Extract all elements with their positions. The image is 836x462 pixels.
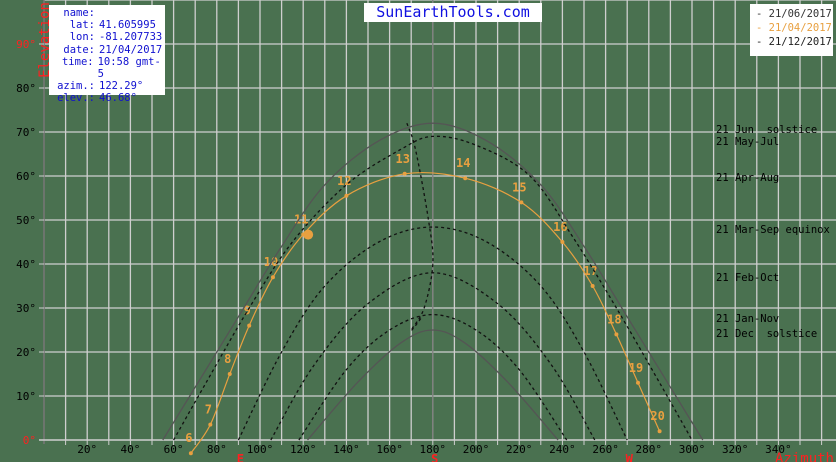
x-tick-label: 120° (290, 443, 317, 456)
info-key: date: (63, 43, 95, 56)
x-tick-label: 60° (164, 443, 184, 456)
curve-label: 21 Feb-Oct (716, 272, 780, 284)
curve-21-mar-sep-equinox (237, 226, 628, 441)
x-tick-label: 80° (207, 443, 227, 456)
curve-21-may-jul (173, 135, 693, 441)
info-key: azim.: (57, 80, 95, 93)
hour-label: 12 (337, 174, 351, 188)
hour-label: 7 (205, 403, 212, 417)
curve-21-04-2017 (190, 171, 661, 454)
hour-label: 19 (629, 361, 643, 375)
hour-label: 16 (553, 220, 567, 234)
x-tick-label: 20° (77, 443, 97, 456)
y-tick-label: 10° (16, 390, 36, 403)
info-key: elev.: (57, 92, 95, 105)
x-tick-label: 320° (722, 443, 749, 456)
compass-W: W (626, 452, 634, 462)
grid-lines (44, 0, 836, 440)
hour-label: 8 (224, 352, 231, 366)
x-tick-label: 300° (679, 443, 706, 456)
compass-E: E (237, 452, 244, 462)
x-tick-label: 200° (463, 443, 490, 456)
info-row: date: 21/04/2017 (49, 44, 165, 56)
hour-label: 17 (583, 264, 597, 278)
info-value: 41.605995 (99, 19, 156, 32)
info-value: 10:58 gmt-5 (97, 55, 161, 81)
info-row: lat: 41.605995 (49, 19, 165, 31)
curve-label: 21 Jun solstice (716, 124, 818, 136)
hour-label: 15 (512, 180, 526, 194)
y-tick-label: 50° (16, 214, 36, 227)
legend: - 21/06/2017 - 21/04/2017 - 21/12/2017 (750, 4, 833, 56)
hour-label: 11 (294, 213, 308, 227)
hour-label: 18 (607, 312, 621, 326)
x-tick-label: 340° (765, 443, 792, 456)
info-value: 21/04/2017 (99, 43, 163, 56)
x-tick-label: 280° (636, 443, 663, 456)
info-key: lon: (69, 31, 95, 44)
y-tick-label: 20° (16, 346, 36, 359)
y-tick-label: 90° (16, 38, 36, 51)
hour-label: 9 (244, 304, 251, 318)
curve-label: 21 Jan-Nov (716, 313, 780, 325)
info-value: 46.68° (99, 92, 137, 105)
x-axis-title: Azimuth (775, 451, 834, 462)
info-key: time: (61, 55, 94, 68)
legend-item: - 21/12/2017 (756, 36, 832, 48)
curve-21-jun-solstice (162, 122, 704, 441)
info-value: 122.29° (99, 80, 144, 93)
info-key: name: (63, 7, 95, 19)
y-tick-label: 40° (16, 258, 36, 271)
y-tick-label: 30° (16, 302, 36, 315)
curve-label: 21 Mar-Sep equinox (716, 224, 830, 236)
y-tick-label: 80° (16, 82, 36, 95)
y-tick-label: 0° (23, 434, 36, 447)
curve-21-feb-oct (270, 272, 596, 441)
x-tick-label: 260° (592, 443, 619, 456)
hour-label: 14 (456, 156, 470, 170)
info-row: azim.: 122.29° (49, 80, 165, 92)
y-tick-label: 60° (16, 170, 36, 183)
legend-item: - 21/06/2017 (756, 8, 832, 20)
curve-label: 21 Dec solstice (716, 328, 818, 340)
info-row: name: (49, 7, 165, 19)
info-value: -81.207733 (99, 31, 163, 44)
axis-labels: 20° 40° 60° 80° 100° 120° 140° 160° 180° 200° 220°… (16, 2, 834, 462)
info-panel: name: lat: 41.605995 lon: -81.207733 date: 21/… (49, 5, 165, 104)
legend-item: - 21/04/2017 (756, 22, 832, 34)
curve-label: 21 May-Jul (716, 136, 780, 148)
x-tick-label: 180° (420, 443, 447, 456)
curve-label: 21 Apr-Aug (716, 172, 780, 184)
x-tick-label: 100° (247, 443, 274, 456)
curve-analemma-time-of-sun-transit- (406, 122, 434, 332)
info-row: lon: -81.207733 (49, 31, 165, 43)
x-tick-label: 160° (376, 443, 403, 456)
hour-label: 6 (185, 431, 192, 445)
brand-logo[interactable]: SunEarthTools.com (364, 3, 542, 22)
current-sun-position (303, 229, 314, 240)
info-row: elev.: 46.68° (49, 92, 165, 104)
hour-label: 13 (395, 152, 409, 166)
curve-21-dec-solstice (307, 329, 559, 441)
hour-label: 20 (650, 409, 664, 423)
x-tick-label: 40° (120, 443, 140, 456)
compass-S: S (431, 452, 438, 462)
info-key: lat: (69, 19, 95, 32)
x-tick-label: 240° (549, 443, 576, 456)
x-tick-label: 140° (333, 443, 360, 456)
x-tick-label: 220° (506, 443, 533, 456)
axes (39, 0, 836, 445)
y-tick-label: 70° (16, 126, 36, 139)
info-row: time: 10:58 gmt-5 (49, 56, 165, 80)
